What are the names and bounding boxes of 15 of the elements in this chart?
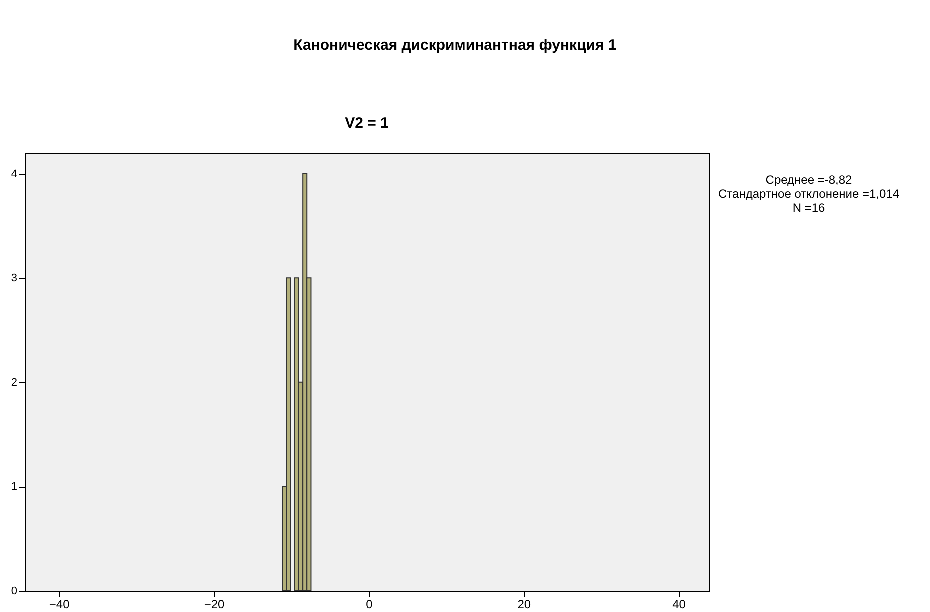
y-tick-label: 1 xyxy=(11,481,18,494)
y-tick-label: 3 xyxy=(11,272,18,285)
x-tick-label: 0 xyxy=(366,598,374,612)
text: Стандартное отклонение =1,014 xyxy=(718,187,900,201)
x-tick-label: −40 xyxy=(49,598,70,612)
y-tick-label: 4 xyxy=(11,168,18,180)
text: Среднее =-8,82 xyxy=(766,173,853,187)
y-tick-label: 0 xyxy=(11,586,18,598)
x-tick-label: 20 xyxy=(518,598,532,612)
x-tick-label: −20 xyxy=(204,598,226,612)
y-tick-label: 2 xyxy=(11,376,18,389)
x-tick-label: 40 xyxy=(672,598,686,612)
chart-title: Каноническая дискриминантная функция 1 xyxy=(294,37,617,54)
text: N =16 xyxy=(792,201,826,215)
chart-subtitle: V2 = 1 xyxy=(345,115,389,132)
